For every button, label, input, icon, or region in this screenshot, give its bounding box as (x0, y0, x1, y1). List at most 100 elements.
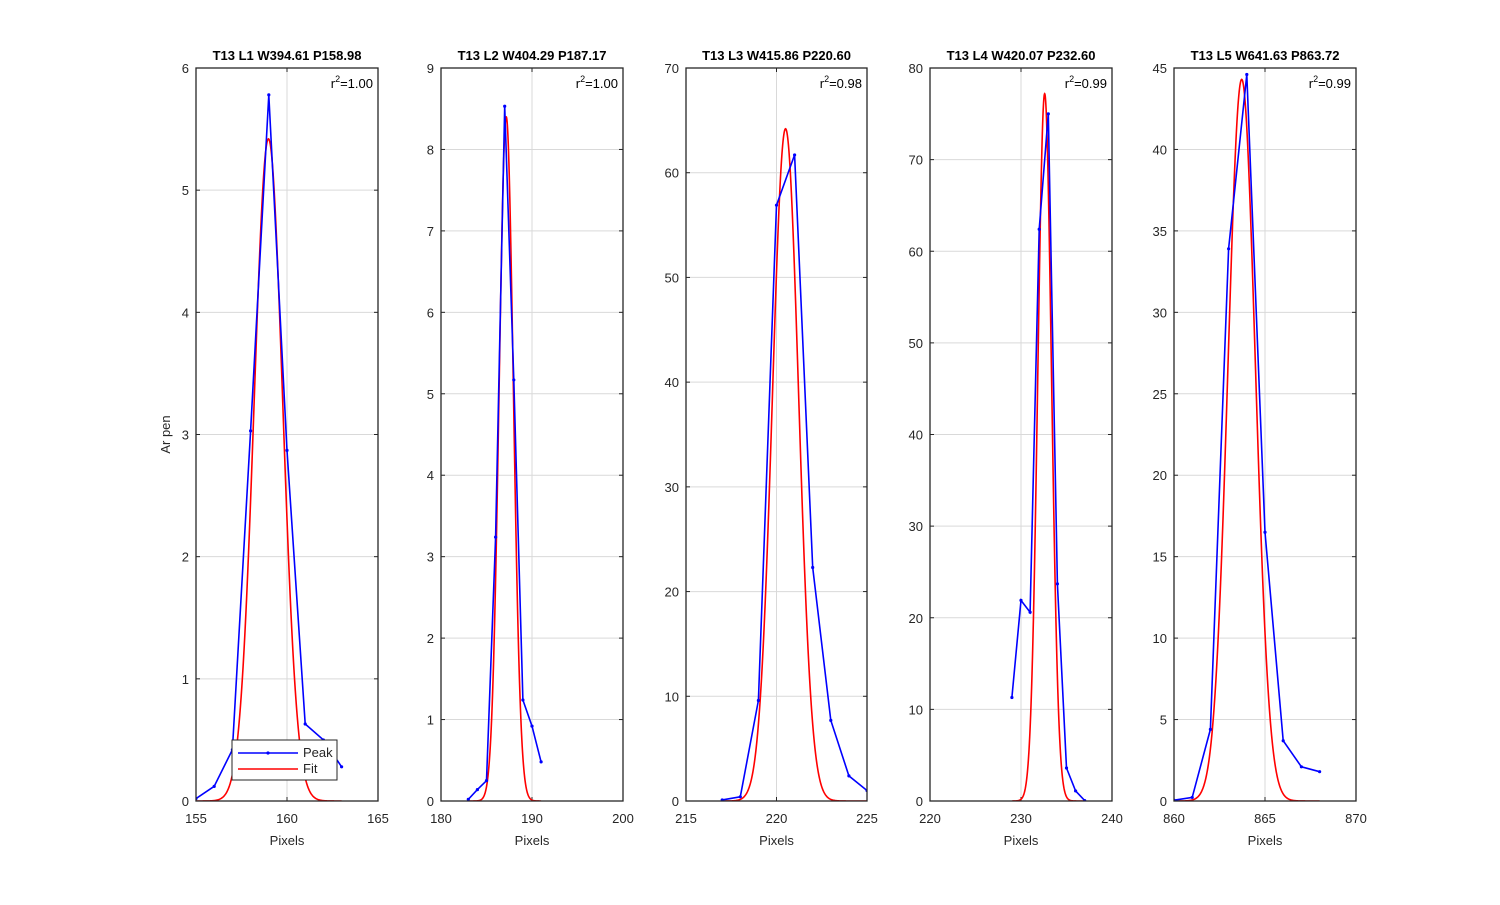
axes-box (1173, 67, 1357, 802)
peak-point (1318, 770, 1322, 774)
x-tick-label: 155 (185, 811, 207, 826)
x-tick-label: 215 (675, 811, 697, 826)
peak-point (1245, 72, 1249, 77)
plot-area (196, 93, 344, 801)
axes-box (685, 67, 868, 802)
x-axis-label: Pixels (270, 833, 305, 848)
axes-box (440, 67, 624, 802)
y-tick-label: 20 (909, 611, 923, 626)
peak-point (1208, 727, 1212, 731)
peak-point (829, 718, 833, 722)
y-tick-label: 4 (182, 305, 189, 320)
x-axis-label: Pixels (759, 833, 794, 848)
y-tick-label: 0 (182, 794, 189, 809)
y-tick-label: 5 (1160, 713, 1167, 728)
subplot-title: T13 L2 W404.29 P187.17 (458, 48, 607, 63)
r2-annotation: r2=0.98 (820, 74, 862, 91)
x-tick-label: 220 (919, 811, 941, 826)
y-tick-label: 70 (665, 61, 679, 76)
fit-curve (722, 127, 867, 801)
peak-point (1190, 795, 1194, 800)
peak-point (1064, 766, 1069, 770)
y-tick-label: 10 (909, 702, 923, 717)
y-tick-label: 10 (1153, 631, 1167, 646)
peak-point (1028, 610, 1032, 614)
y-tick-label: 9 (427, 61, 434, 76)
x-tick-label: 190 (521, 811, 543, 826)
fit-curve (1011, 92, 1085, 801)
peak-point (303, 722, 307, 726)
axes-box (929, 67, 1113, 802)
legend-label-fit: Fit (303, 761, 318, 776)
y-tick-label: 7 (427, 224, 434, 239)
fit-curve (468, 116, 542, 801)
y-tick-label: 10 (665, 689, 679, 704)
y-tick-label: 50 (665, 270, 679, 285)
peak-point (1299, 765, 1303, 769)
y-tick-label: 0 (427, 794, 434, 809)
y-tick-label: 20 (1153, 468, 1167, 483)
x-tick-label: 225 (856, 811, 878, 826)
subplot-title: T13 L5 W641.63 P863.72 (1191, 48, 1340, 63)
y-tick-label: 60 (665, 166, 679, 181)
x-tick-label: 160 (276, 811, 298, 826)
peak-point (1281, 739, 1285, 743)
y-tick-label: 40 (1153, 142, 1167, 157)
peak-point (793, 153, 797, 157)
peak-point (249, 429, 253, 433)
peak-point (720, 798, 724, 801)
x-tick-label: 220 (766, 811, 788, 826)
x-tick-label: 165 (367, 811, 389, 826)
y-tick-label: 80 (909, 61, 923, 76)
peak-point (512, 378, 516, 382)
peak-point (756, 698, 761, 703)
peak-point (1019, 598, 1023, 602)
y-tick-label: 2 (427, 631, 434, 646)
peak-point (340, 765, 344, 769)
peak-point (774, 203, 779, 207)
legend-box (231, 739, 338, 781)
peak-point (1037, 227, 1041, 231)
y-tick-label: 25 (1153, 387, 1167, 402)
subplot-title: T13 L1 W394.61 P158.98 (213, 48, 362, 63)
plot-area (1010, 92, 1087, 801)
peak-line (1174, 74, 1320, 801)
y-tick-label: 45 (1153, 61, 1167, 76)
y-tick-label: 3 (427, 550, 434, 565)
peak-point (466, 797, 470, 801)
peak-point (1055, 582, 1059, 586)
y-tick-label: 5 (427, 387, 434, 402)
y-tick-label: 15 (1153, 550, 1167, 565)
subplot-4: 220 230 240 0 10 20 30 40 50 60 70 80 T13 L4 W420.07… (909, 48, 1123, 848)
plot-area (1174, 72, 1322, 801)
peak-point (521, 698, 525, 702)
y-tick-label: 8 (427, 142, 434, 157)
x-tick-label: 180 (430, 811, 452, 826)
y-tick-label: 60 (909, 244, 923, 259)
y-tick-label: 30 (909, 519, 923, 534)
peak-point (1046, 112, 1050, 116)
y-tick-label: 3 (182, 428, 189, 443)
y-tick-label: 40 (909, 428, 923, 443)
peak-line (467, 106, 542, 800)
y-axis-label: Ar pen (158, 415, 173, 453)
peak-point (1074, 789, 1078, 793)
x-axis-label: Pixels (1248, 833, 1283, 848)
plot-area (720, 127, 867, 801)
x-tick-label: 240 (1101, 811, 1123, 826)
peak-point (811, 565, 815, 570)
r2-annotation: r2=1.00 (331, 74, 373, 91)
peak-point (475, 787, 479, 792)
peak-point (212, 784, 216, 788)
x-tick-label: 870 (1345, 811, 1367, 826)
y-tick-label: 2 (182, 550, 189, 565)
x-tick-label: 200 (612, 811, 634, 826)
x-axis-label: Pixels (1004, 833, 1039, 848)
y-tick-label: 30 (665, 480, 679, 495)
axes-box (195, 67, 379, 802)
peak-point (1010, 695, 1014, 700)
peak-point (267, 93, 271, 97)
subplot-5: 860 865 870 0 5 10 15 20 25 30 35 40 45 T13 L5 W641.6… (1153, 48, 1367, 848)
